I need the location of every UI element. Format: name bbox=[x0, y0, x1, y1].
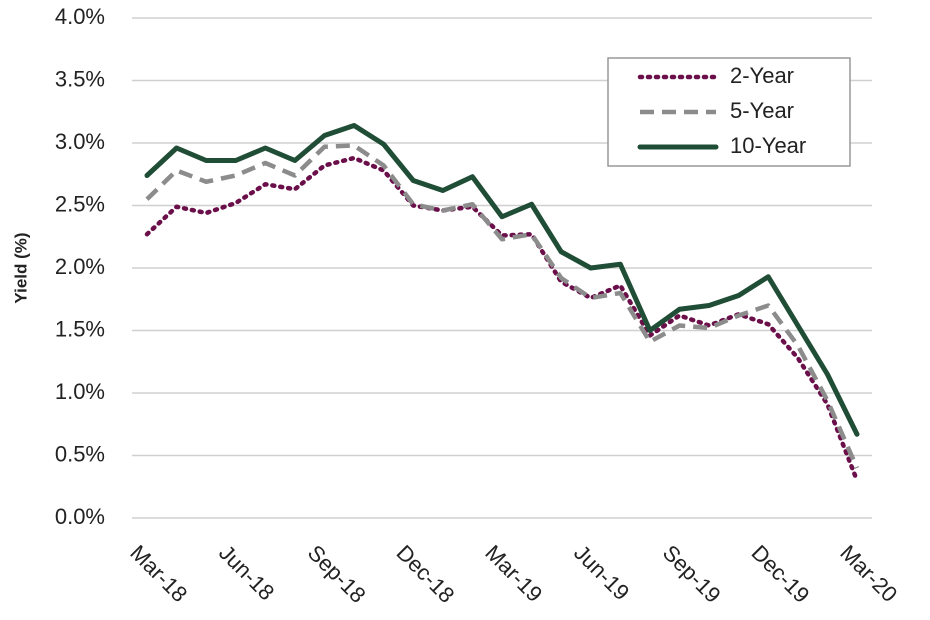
x-tick-label: Jun-19 bbox=[569, 540, 634, 605]
legend-label: 5-Year bbox=[730, 98, 794, 123]
series-line bbox=[144, 123, 860, 437]
x-tick-label: Jun-18 bbox=[214, 540, 279, 605]
y-tick-label: 3.0% bbox=[55, 129, 105, 154]
legend: 2-Year 5-Year 10-Year bbox=[607, 57, 851, 167]
x-tick-label: Dec-19 bbox=[747, 540, 815, 608]
x-tick-label: Mar-18 bbox=[125, 540, 192, 607]
legend-label: 2-Year bbox=[730, 63, 794, 88]
y-tick-label: 2.5% bbox=[55, 191, 105, 216]
x-tick-label: Dec-18 bbox=[392, 540, 460, 608]
y-tick-label: 3.5% bbox=[55, 66, 105, 91]
y-tick-label: 0.5% bbox=[55, 441, 105, 466]
series-line bbox=[145, 143, 860, 469]
x-tick-label: Mar-20 bbox=[835, 540, 902, 607]
x-tick-label: Sep-18 bbox=[303, 540, 371, 608]
x-tick-label: Sep-19 bbox=[658, 540, 726, 608]
y-axis-label: Yield (%) bbox=[11, 232, 30, 303]
series-line bbox=[144, 155, 860, 483]
y-tick-label: 1.0% bbox=[55, 379, 105, 404]
x-tick-label: Mar-19 bbox=[480, 540, 547, 607]
y-tick-label: 4.0% bbox=[55, 4, 105, 29]
legend-label: 10-Year bbox=[730, 133, 806, 158]
y-tick-label: 0.0% bbox=[55, 504, 105, 529]
y-tick-label: 2.0% bbox=[55, 254, 105, 279]
y-tick-label: 1.5% bbox=[55, 316, 105, 341]
